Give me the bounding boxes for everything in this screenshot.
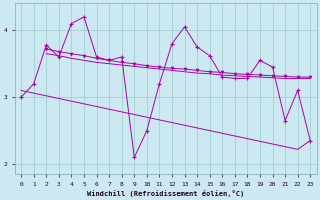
X-axis label: Windchill (Refroidissement éolien,°C): Windchill (Refroidissement éolien,°C): [87, 190, 244, 197]
